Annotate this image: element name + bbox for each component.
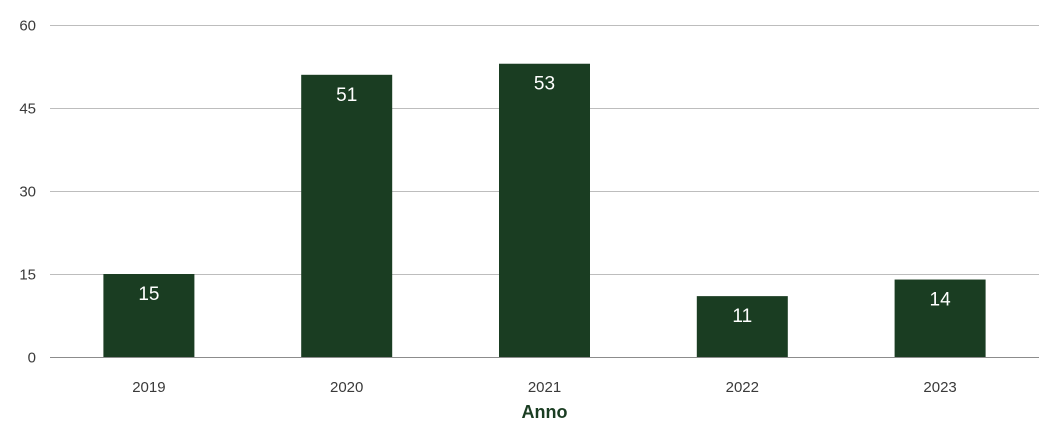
x-tick-label-2020: 2020 (330, 379, 363, 396)
x-axis-ticks: 2019 2020 2021 2022 2023 (132, 379, 957, 396)
y-axis-ticks: 0 15 30 45 60 (19, 18, 36, 367)
x-tick-label-2022: 2022 (726, 379, 759, 396)
bar-2020 (301, 74, 393, 358)
y-tick-label: 60 (19, 18, 36, 35)
bar-2019 (103, 274, 195, 357)
data-label-2022: 11 (732, 306, 752, 327)
data-labels: 15 51 53 11 14 (138, 74, 951, 327)
x-tick-label-2023: 2023 (923, 379, 956, 396)
bar-2023 (894, 279, 986, 357)
data-label-2020: 51 (336, 85, 357, 106)
bar-2021 (499, 63, 590, 357)
x-axis-label: Anno (522, 402, 568, 421)
y-tick-label: 45 (19, 101, 36, 118)
y-tick-label: 30 (19, 184, 36, 201)
y-tick-label: 15 (19, 267, 36, 284)
x-tick-label-2021: 2021 (528, 379, 561, 396)
data-label-2019: 15 (138, 284, 159, 305)
bar-2022 (696, 296, 788, 357)
y-tick-label: 0 (28, 350, 36, 367)
bars (103, 63, 986, 358)
x-tick-label-2019: 2019 (132, 379, 165, 396)
data-label-2021: 53 (534, 74, 555, 95)
data-label-2023: 14 (930, 290, 952, 311)
